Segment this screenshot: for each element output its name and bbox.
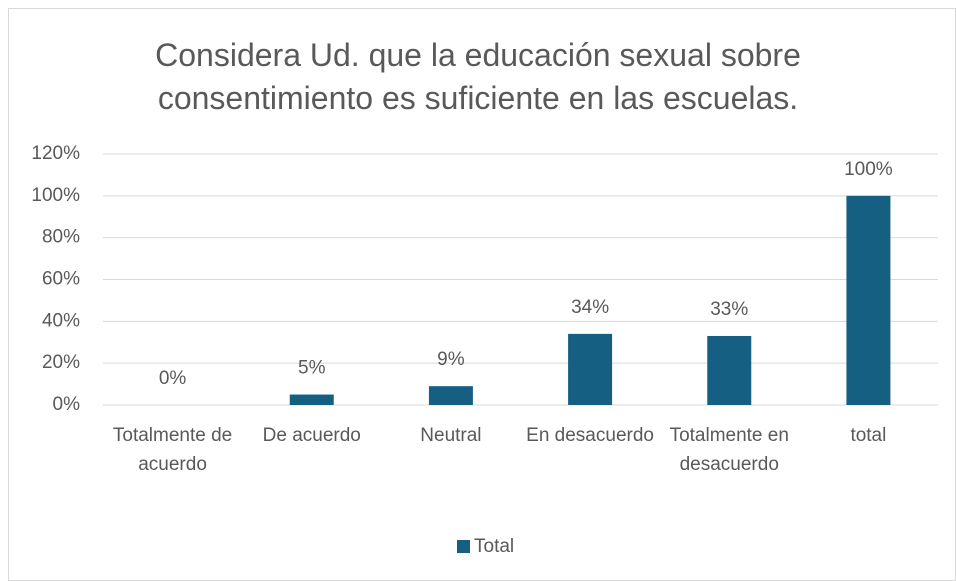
data-label: 100% [844, 159, 893, 180]
legend-swatch [457, 540, 470, 553]
bar [568, 333, 613, 405]
x-tick-label: De acuerdo [262, 425, 361, 446]
y-tick-label: 20% [42, 352, 80, 373]
y-tick-label: 120% [31, 143, 80, 164]
y-tick-label: 0% [53, 394, 81, 415]
x-tick-label: total [850, 425, 887, 446]
y-tick-label: 100% [31, 185, 80, 206]
data-label: 33% [710, 299, 748, 320]
data-label: 0% [159, 368, 187, 389]
bar [428, 386, 473, 405]
y-tick-label: 40% [42, 310, 80, 331]
bar [846, 195, 891, 405]
x-tick-label: Neutral [420, 425, 482, 446]
y-tick-label: 80% [42, 227, 80, 248]
x-tick-label: Totalmente en desacuerdo [669, 425, 789, 475]
bar [707, 335, 752, 405]
chart-border [8, 8, 956, 581]
data-label: 5% [298, 358, 326, 379]
data-label: 9% [437, 349, 465, 370]
bar [289, 394, 334, 405]
y-tick-label: 60% [42, 269, 80, 290]
legend-label: Total [474, 536, 514, 557]
chart-title: Considera Ud. que la educación sexual so… [155, 37, 801, 116]
x-tick-label: Totalmente de acuerdo [112, 425, 233, 475]
x-tick-label: En desacuerdo [526, 425, 654, 446]
data-label: 34% [571, 297, 609, 318]
